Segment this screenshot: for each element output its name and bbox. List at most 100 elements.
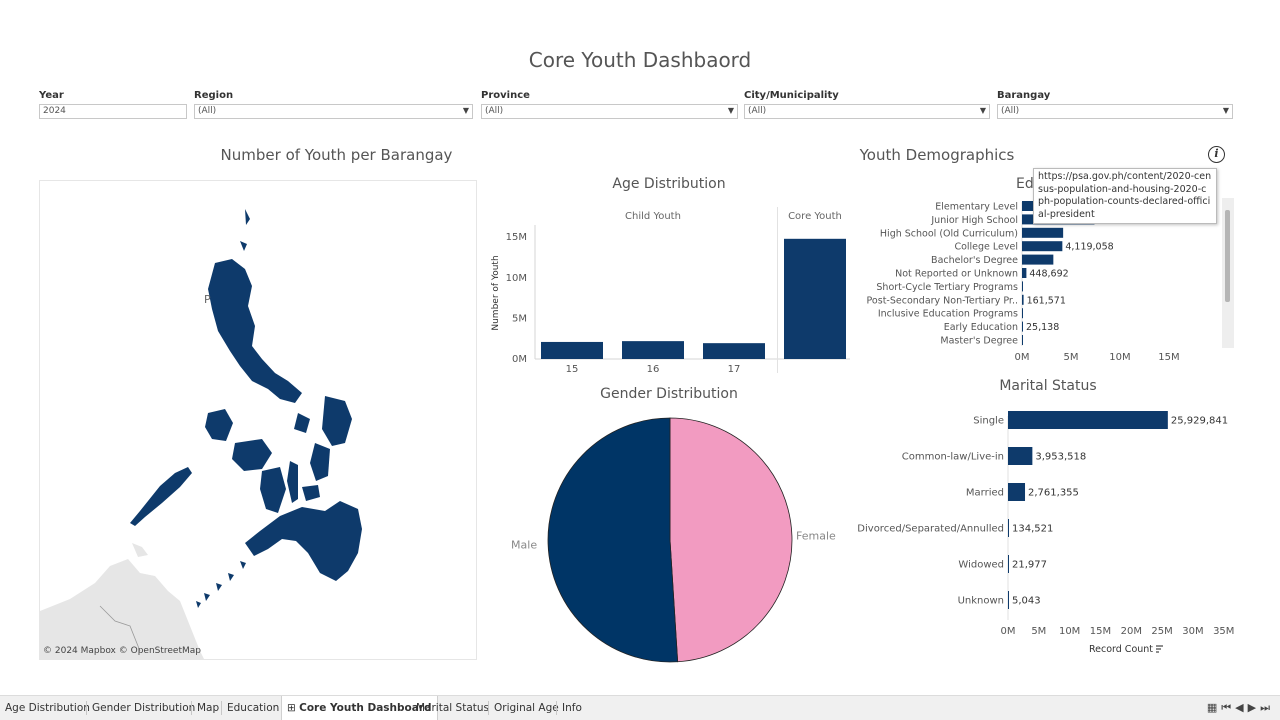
marital-x-tick-label: 20M bbox=[1121, 626, 1142, 637]
education-category-label: Inclusive Education Programs bbox=[878, 309, 1018, 320]
education-data-label: 448,692 bbox=[1029, 269, 1068, 280]
education-category-label: Early Education bbox=[944, 322, 1018, 333]
education-bar-inclusive-education-programs[interactable] bbox=[1022, 308, 1023, 319]
tab-label: Gender Distribution bbox=[92, 702, 196, 714]
tab-label: Info bbox=[562, 702, 582, 714]
education-bar-not-reported-or-unknown[interactable] bbox=[1022, 268, 1027, 278]
education-scroll-thumb[interactable] bbox=[1225, 210, 1230, 302]
age-distribution-chart[interactable]: Child Youth Core Youth Number of Youth 0… bbox=[485, 195, 855, 380]
tab-map[interactable]: Map bbox=[192, 696, 224, 720]
gender-distribution-chart[interactable]: Female Male bbox=[510, 404, 840, 666]
age-y-tick-label: 5M bbox=[512, 313, 527, 324]
education-bar-master-s-degree[interactable] bbox=[1022, 335, 1023, 345]
info-icon[interactable]: i bbox=[1208, 146, 1225, 163]
marital-bar-common-law-live-in[interactable] bbox=[1008, 447, 1033, 465]
filter-region-label: Region bbox=[194, 90, 234, 101]
grid-icon[interactable]: ▦ bbox=[1206, 701, 1222, 714]
marital-x-tick-label: 25M bbox=[1151, 626, 1172, 637]
education-category-label: Short-Cycle Tertiary Programs bbox=[876, 282, 1018, 293]
education-x-tick-label: 5M bbox=[1063, 352, 1078, 363]
tab-label: Education bbox=[227, 702, 280, 714]
first-sheet-icon[interactable]: ⏮ bbox=[1221, 701, 1236, 714]
education-bar-high-school-old-curriculum[interactable] bbox=[1022, 227, 1064, 238]
barangay-select[interactable]: (All) ▼ bbox=[997, 104, 1233, 119]
youth-palawan bbox=[130, 467, 192, 526]
tab-education[interactable]: Education bbox=[222, 696, 284, 720]
filter-barangay-label: Barangay bbox=[997, 90, 1051, 101]
marital-category-label: Common-law/Live-in bbox=[902, 452, 1004, 463]
tab-separator bbox=[488, 701, 489, 715]
tab-label: Core Youth Dashboard bbox=[299, 702, 432, 714]
tab-label: Original Age bbox=[494, 702, 559, 714]
tab-gender-distribution[interactable]: Gender Distribution bbox=[87, 696, 200, 720]
filter-year-label: Year bbox=[39, 90, 64, 101]
education-category-label: Master's Degree bbox=[940, 336, 1018, 347]
next-sheet-icon[interactable]: ▶ bbox=[1247, 701, 1261, 714]
marital-bar-divorced-separated-annulled[interactable] bbox=[1008, 519, 1009, 537]
youth-masbate bbox=[294, 413, 310, 433]
tab-separator bbox=[86, 701, 87, 715]
education-data-label: 4,119,058 bbox=[1065, 242, 1113, 253]
tab-original-age[interactable]: Original Age bbox=[489, 696, 564, 720]
education-bar-college-level[interactable] bbox=[1022, 241, 1063, 252]
marital-bar-single[interactable] bbox=[1008, 411, 1168, 429]
marital-status-chart[interactable]: Single 25,929,841 Common-law/Live-in 3,953,… bbox=[858, 400, 1240, 662]
marital-bar-widowed[interactable] bbox=[1008, 555, 1009, 573]
education-bar-bachelor-s-degree[interactable] bbox=[1022, 254, 1054, 265]
education-x-tick-label: 0M bbox=[1015, 352, 1030, 363]
marital-x-tick-label: 0M bbox=[1001, 626, 1016, 637]
tab-age-distribution[interactable]: Age Distribution bbox=[0, 696, 95, 720]
filter-city-label: City/Municipality bbox=[744, 90, 839, 101]
education-bar-post-secondary-non-tertiary-pr[interactable] bbox=[1022, 294, 1024, 305]
marital-data-label: 134,521 bbox=[1012, 524, 1053, 535]
age-chart-title: Age Distribution bbox=[612, 176, 726, 192]
barangay-value: (All) bbox=[1001, 106, 1020, 116]
education-category-label: Bachelor's Degree bbox=[931, 255, 1018, 266]
youth-batanes bbox=[245, 209, 250, 225]
sheet-navigation: ▦⏮◀▶⏭ bbox=[1207, 701, 1274, 715]
education-bar-elementary-level[interactable] bbox=[1022, 201, 1034, 211]
youth-cebu bbox=[287, 461, 298, 503]
age-y-tick-label: 10M bbox=[506, 273, 527, 284]
youth-leyte bbox=[310, 443, 330, 481]
region-select[interactable]: (All) ▼ bbox=[194, 104, 473, 119]
marital-bar-unknown[interactable] bbox=[1008, 591, 1009, 609]
education-bar-short-cycle-tertiary-programs[interactable] bbox=[1022, 281, 1023, 292]
age-bar-15[interactable] bbox=[541, 341, 603, 359]
tab-separator bbox=[191, 701, 192, 715]
marital-bar-married[interactable] bbox=[1008, 483, 1026, 501]
gender-label-female: Female bbox=[796, 529, 836, 542]
age-group-label-core-youth: Core Youth bbox=[788, 211, 842, 222]
city-select[interactable]: (All) ▼ bbox=[744, 104, 990, 119]
tab-separator bbox=[221, 701, 222, 715]
filter-region: Region (All) ▼ bbox=[194, 90, 473, 119]
year-value: 2024 bbox=[43, 106, 66, 116]
last-sheet-icon[interactable]: ⏭ bbox=[1260, 701, 1274, 714]
gender-slice-female[interactable] bbox=[669, 417, 793, 663]
tab-info[interactable]: Info bbox=[557, 696, 587, 720]
tab-marital-status[interactable]: Marital Status bbox=[411, 696, 494, 720]
youth-sulu bbox=[196, 561, 246, 608]
tab-core-youth-dashboard[interactable]: ⊞ Core Youth Dashboard bbox=[281, 696, 438, 720]
gender-slice-male[interactable] bbox=[547, 417, 679, 663]
previous-sheet-icon[interactable]: ◀ bbox=[1235, 701, 1248, 714]
year-input[interactable]: 2024 bbox=[39, 104, 187, 119]
map-svg[interactable]: P bbox=[40, 181, 477, 660]
province-select[interactable]: (All) ▼ bbox=[481, 104, 738, 119]
education-category-label: College Level bbox=[954, 242, 1018, 253]
map-attribution: © 2024 Mapbox © OpenStreetMap bbox=[43, 646, 201, 656]
sort-descending-icon[interactable] bbox=[1156, 645, 1163, 653]
education-category-label: Post-Secondary Non-Tertiary Pr.. bbox=[867, 295, 1018, 306]
youth-map[interactable]: P © 2024 Mapbox © OpenStreetMap bbox=[39, 180, 477, 660]
education-data-label: 25,138 bbox=[1026, 322, 1059, 333]
education-bar-early-education[interactable] bbox=[1022, 321, 1023, 332]
age-bar-17[interactable] bbox=[703, 343, 765, 359]
education-category-label: Junior High School bbox=[930, 215, 1018, 226]
education-x-tick-label: 15M bbox=[1158, 352, 1179, 363]
filter-barangay: Barangay (All) ▼ bbox=[997, 90, 1233, 119]
age-bar-16[interactable] bbox=[622, 341, 684, 359]
age-bar-core-youth[interactable] bbox=[784, 238, 846, 359]
chevron-down-icon: ▼ bbox=[979, 106, 986, 115]
youth-mindanao bbox=[245, 501, 362, 581]
gender-chart-title: Gender Distribution bbox=[600, 386, 738, 402]
